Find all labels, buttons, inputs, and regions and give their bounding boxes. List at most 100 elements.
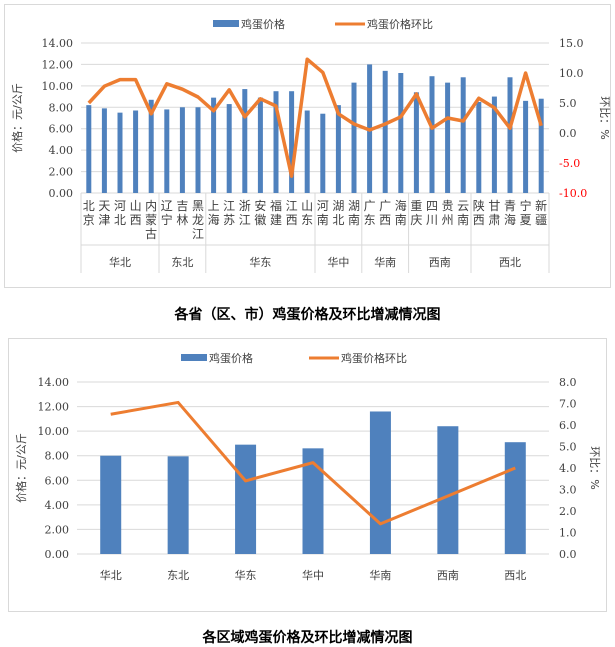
category-label: 湖南 — [347, 199, 360, 227]
category-label: 辽宁 — [160, 199, 173, 227]
price-bar — [179, 107, 185, 193]
category-label: 江苏 — [223, 199, 236, 227]
right-tick-label: 8.0 — [559, 376, 577, 389]
legend-bar-swatch — [213, 20, 239, 27]
price-bar — [133, 110, 139, 193]
price-bar — [117, 112, 123, 193]
price-bar — [148, 99, 154, 193]
price-bar — [369, 411, 391, 554]
region-group-label: 东北 — [171, 256, 193, 269]
left-tick-label: 0.00 — [45, 548, 70, 561]
category-label: 江西 — [285, 199, 298, 227]
right-tick-label: -10.0 — [559, 187, 587, 200]
category-label: 内蒙古 — [145, 199, 158, 241]
price-bar — [382, 70, 388, 193]
price-bar — [235, 444, 257, 554]
region-group-label: 西南 — [429, 256, 451, 269]
right-tick-label: 1.0 — [559, 527, 577, 540]
right-tick-label: 15.0 — [559, 37, 584, 50]
category-label: 黑龙江 — [191, 199, 204, 241]
price-bar — [167, 456, 189, 554]
right-tick-label: 5.0 — [559, 441, 577, 454]
category-label: 浙江 — [238, 199, 251, 227]
region-chart-frame: 0.00 2.00 4.00 6.00 8.00 10.00 12.00 14.00 0.0 1.… — [8, 338, 607, 612]
price-bar — [476, 101, 482, 193]
category-label: 甘肃 — [488, 199, 501, 227]
category-label: 北京 — [82, 199, 95, 227]
category-label: 宁夏 — [519, 199, 532, 227]
region-group-label: 华南 — [374, 255, 396, 269]
y2-axis-label: 环比：% — [588, 446, 601, 489]
price-bar — [242, 89, 248, 193]
price-bar — [398, 73, 404, 193]
left-tick-label: 8.00 — [45, 450, 70, 463]
category-label: 贵州 — [441, 199, 454, 227]
price-bar — [429, 76, 435, 193]
right-tick-label: 3.0 — [559, 484, 577, 497]
price-bar — [195, 107, 201, 193]
category-label: 福建 — [269, 199, 282, 227]
left-tick-label: 12.00 — [38, 401, 70, 414]
y2-axis-label: 环比：% — [598, 96, 611, 139]
price-bar — [445, 82, 451, 193]
left-tick-label: 6.00 — [49, 123, 74, 136]
price-bar — [413, 92, 419, 193]
left-tick-label: 14.00 — [42, 37, 74, 50]
category-label: 广东 — [363, 199, 376, 227]
left-tick-label: 8.00 — [49, 101, 74, 114]
category-label: 上海 — [207, 199, 220, 227]
legend-mom: 鸡蛋价格环比 — [341, 351, 407, 365]
legend-bar-swatch — [181, 354, 207, 361]
category-label: 华南 — [369, 568, 391, 582]
price-bar — [320, 113, 326, 193]
left-tick-label: 4.00 — [45, 499, 70, 512]
right-tick-label: 10.0 — [559, 67, 584, 80]
left-tick-label: 0.00 — [49, 187, 74, 200]
y-axis-label: 价格：元/公斤 — [10, 83, 24, 153]
price-bar — [164, 109, 170, 193]
category-label: 山西 — [129, 199, 142, 227]
province-chart: 0.00 2.00 4.00 6.00 8.00 10.00 12.00 14.00 -10.0… — [10, 17, 611, 273]
left-tick-label: 10.00 — [38, 425, 70, 438]
category-label: 河南 — [316, 199, 329, 227]
category-label: 西北 — [504, 569, 526, 582]
region-group-label: 华东 — [249, 255, 271, 269]
category-label: 安徽 — [254, 199, 267, 227]
region-chart-title: 各区域鸡蛋价格及环比增减情况图 — [202, 630, 413, 646]
left-tick-label: 10.00 — [42, 80, 74, 93]
mom-change-line — [87, 57, 543, 178]
legend-price: 鸡蛋价格 — [241, 17, 285, 31]
category-label: 新疆 — [535, 199, 548, 227]
price-bar — [302, 448, 324, 554]
category-label: 陕西 — [472, 199, 485, 227]
left-tick-label: 2.00 — [45, 523, 70, 536]
left-tick-label: 6.00 — [45, 474, 70, 487]
category-label: 天津 — [98, 199, 111, 227]
category-label: 四川 — [425, 199, 438, 227]
region-group-label: 华中 — [327, 255, 349, 269]
price-bar — [304, 110, 310, 193]
y-axis-label: 价格：元/公斤 — [14, 433, 28, 503]
price-bar — [507, 77, 513, 193]
category-label: 山东 — [301, 199, 314, 227]
right-tick-label: 0.0 — [559, 548, 577, 561]
price-bar — [351, 82, 357, 193]
price-bar — [538, 98, 544, 193]
right-tick-label: 0.0 — [559, 127, 577, 140]
category-label: 云南 — [457, 199, 470, 227]
left-tick-label: 4.00 — [49, 144, 74, 157]
left-tick-label: 12.00 — [42, 58, 74, 71]
left-tick-label: 2.00 — [49, 166, 74, 179]
right-tick-label: 7.0 — [559, 398, 577, 411]
price-bar — [273, 91, 279, 193]
price-bar — [100, 455, 122, 554]
region-group-label: 西北 — [499, 256, 521, 269]
category-label: 湖北 — [332, 199, 345, 227]
region-chart: 0.00 2.00 4.00 6.00 8.00 10.00 12.00 14.00 0.0 1.… — [14, 351, 601, 582]
price-bar — [523, 100, 529, 193]
category-label: 海南 — [394, 199, 407, 227]
category-label: 东北 — [167, 569, 189, 582]
right-tick-label: 6.0 — [559, 419, 577, 432]
province-chart-title: 各省（区、市）鸡蛋价格及环比增减情况图 — [174, 307, 441, 323]
price-bar — [226, 104, 232, 193]
